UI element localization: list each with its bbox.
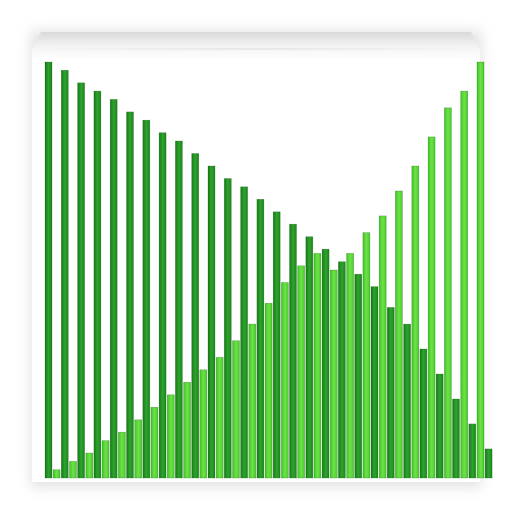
light-bar [167, 394, 175, 479]
dark-bar [272, 211, 281, 479]
dark-bar [256, 199, 265, 479]
light-bar [395, 190, 403, 479]
light-bar-series [52, 61, 485, 479]
dark-bar [158, 132, 167, 479]
dark-bar [207, 165, 216, 479]
dark-bar [224, 178, 232, 479]
light-bar [118, 431, 126, 479]
dark-bar [93, 90, 102, 479]
tile-bevel [32, 48, 480, 50]
light-bar [150, 406, 159, 479]
dark-bar [109, 99, 118, 479]
light-bar [444, 107, 452, 479]
dark-bar [321, 248, 330, 479]
light-bar [297, 265, 305, 479]
light-bar [329, 269, 338, 479]
light-bar [427, 136, 436, 479]
dark-bar [386, 307, 395, 479]
dark-bar [240, 186, 248, 479]
light-bar [460, 90, 469, 479]
dark-bar [484, 448, 493, 479]
dark-bar [142, 119, 151, 479]
dark-bar [419, 348, 428, 479]
dark-bar [289, 223, 297, 479]
dark-bar [77, 82, 85, 479]
dark-bar [354, 273, 363, 479]
light-bar [232, 340, 240, 479]
dark-bar [191, 153, 199, 479]
light-bar [69, 461, 77, 479]
light-bar [183, 381, 191, 479]
light-bar [248, 323, 257, 479]
light-bar [52, 469, 61, 479]
light-bar [199, 369, 208, 479]
dark-bar [468, 423, 477, 479]
dark-bar [175, 140, 183, 479]
dark-bar [435, 373, 444, 479]
dark-bar [44, 61, 53, 479]
light-bar [281, 282, 289, 479]
light-bar [134, 419, 142, 479]
dark-bar [126, 111, 134, 479]
light-bar [264, 302, 273, 479]
dark-bar [60, 70, 69, 479]
light-bar [101, 440, 110, 479]
light-bar [362, 232, 371, 479]
dark-bar-series [44, 61, 493, 479]
light-bar [411, 165, 420, 479]
light-bar [476, 61, 485, 479]
light-bar [313, 253, 322, 479]
dark-bar [338, 261, 346, 479]
light-bar [85, 452, 94, 479]
dark-bar [370, 286, 379, 479]
light-bar [346, 253, 354, 479]
light-bar [378, 215, 387, 479]
dark-bar [305, 236, 314, 479]
dark-bar [452, 398, 460, 479]
light-bar [215, 357, 224, 479]
dark-bar [403, 323, 411, 479]
